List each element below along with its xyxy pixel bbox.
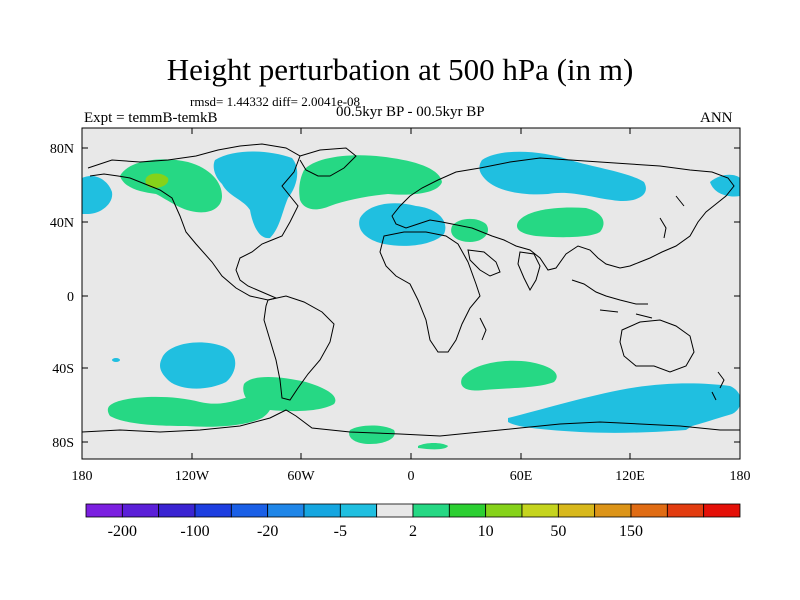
- lon-label: 120E: [615, 469, 645, 484]
- colorbar-box: [230, 503, 269, 518]
- colorbar-box: [376, 503, 414, 518]
- anomaly-fill-layer: [82, 151, 740, 450]
- lat-label: 80S: [52, 436, 74, 451]
- colorbar-label: -5: [334, 523, 347, 540]
- lon-label: 180: [730, 469, 751, 484]
- colorbar-box: [448, 503, 487, 518]
- colorbar-box: [267, 503, 305, 518]
- lat-label: 40S: [52, 362, 74, 377]
- colorbar-box: [194, 503, 232, 518]
- colorbar-label: 10: [478, 523, 494, 540]
- colorbar-box: [557, 503, 596, 518]
- latitude-labels: 80N 40N 0 40S 80S: [50, 142, 74, 451]
- coast-greenland: [299, 147, 357, 177]
- colorbar-labels: -200 -100 -20 -5 2 10 50 150: [108, 523, 643, 540]
- rmsd-diff-stats: rmsd= 1.44332 diff= 2.0041e-08: [190, 94, 361, 109]
- axis-ticks: [82, 128, 740, 459]
- strong-positive-anomaly: [145, 173, 169, 188]
- coast-new-zealand: [711, 371, 725, 401]
- colorbar-box: [85, 503, 123, 518]
- experiment-label: Expt = temmB-temkB: [84, 110, 218, 126]
- colorbar-boxes: [85, 503, 741, 518]
- period-label: 00.5kyr BP - 00.5kyr BP: [336, 104, 485, 120]
- colorbar-label: -100: [180, 523, 209, 540]
- negative-anomaly-regions: [82, 151, 740, 433]
- colorbar-box: [412, 503, 450, 518]
- colorbar-label: 50: [550, 523, 566, 540]
- colorbar-label: -200: [108, 523, 137, 540]
- lat-label: 40N: [50, 216, 74, 231]
- coast-south-america: [263, 295, 335, 401]
- colorbar-box: [121, 503, 160, 518]
- colorbar-box: [594, 503, 632, 518]
- coast-australia: [619, 319, 695, 373]
- colorbar-box: [630, 503, 668, 518]
- colorbar-label: -20: [257, 523, 278, 540]
- lat-label: 0: [67, 290, 74, 305]
- coastlines: [82, 143, 740, 437]
- longitude-labels: 180 120W 60W 0 60E 120E 180: [72, 469, 751, 484]
- plot-title: Height perturbation at 500 hPa (in m): [166, 52, 634, 87]
- coast-madagascar: [479, 317, 487, 341]
- coast-eurasia: [391, 157, 735, 271]
- lon-label: 60W: [287, 469, 315, 484]
- coast-arabia-india: [467, 249, 541, 292]
- colorbar-box: [703, 503, 741, 518]
- lon-label: 180: [72, 469, 93, 484]
- lat-label: 80N: [50, 142, 74, 157]
- lon-label: 120W: [175, 469, 210, 484]
- colorbar-label: 150: [619, 523, 643, 540]
- colorbar-box: [521, 503, 559, 518]
- colorbar-box: [666, 503, 705, 518]
- colorbar-box: [303, 503, 341, 518]
- colorbar-label: 2: [409, 523, 417, 540]
- positive-anomaly-regions: [107, 155, 604, 450]
- coast-north-america: [87, 143, 301, 301]
- coast-antarctica: [82, 409, 740, 437]
- coast-africa: [379, 231, 481, 353]
- lon-label: 60E: [510, 469, 533, 484]
- coast-southeast-asia: [571, 279, 653, 319]
- colorbar-box: [158, 503, 196, 518]
- lon-label: 0: [408, 469, 415, 484]
- season-label: ANN: [700, 110, 733, 126]
- coast-japan: [659, 195, 685, 239]
- colorbar-box: [339, 503, 378, 518]
- colorbar-box: [485, 503, 523, 518]
